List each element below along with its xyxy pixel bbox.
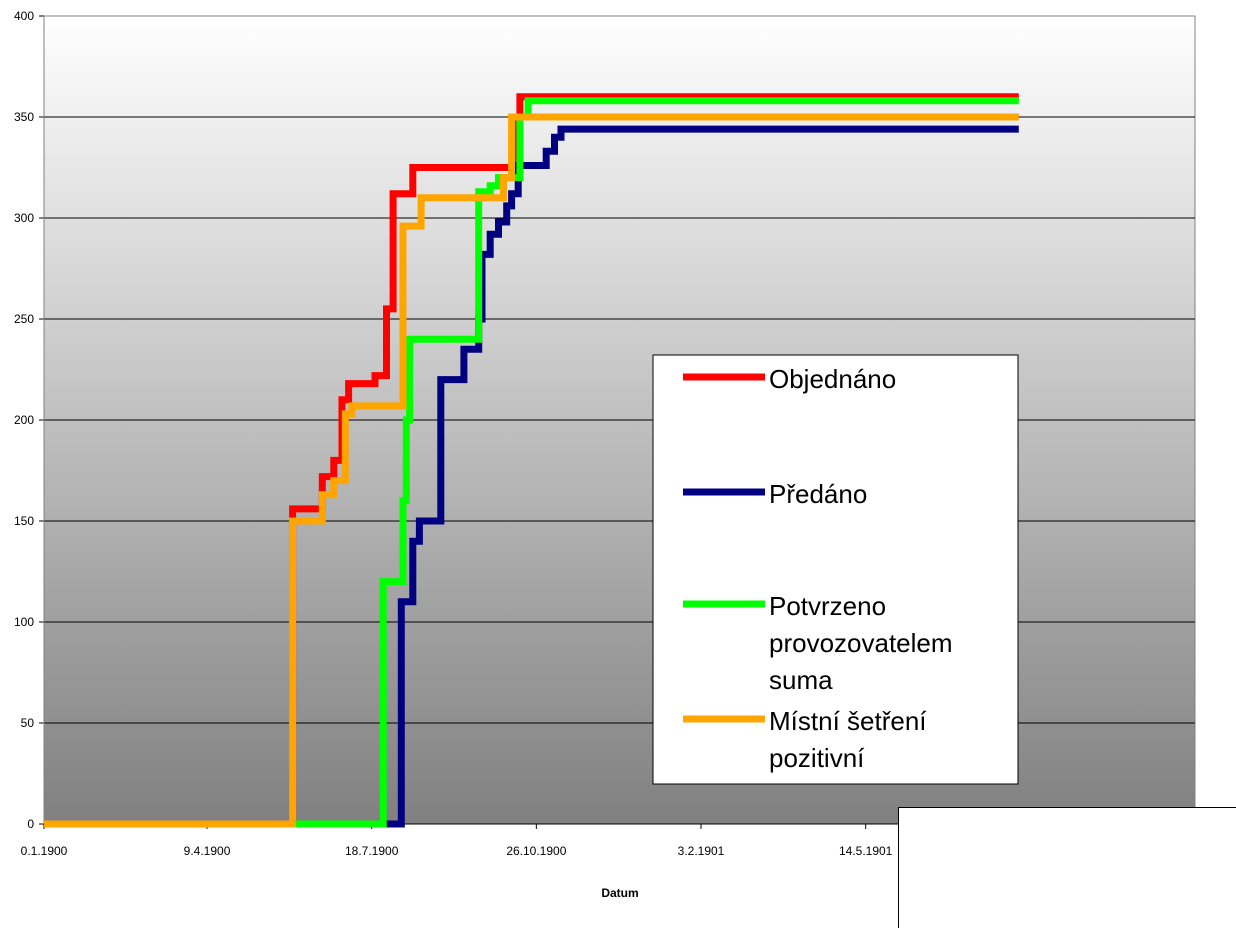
- legend-label-predano: Předáno: [769, 479, 867, 509]
- legend-box: [652, 354, 1019, 785]
- x-tick-label: 18.7.1900: [345, 844, 399, 858]
- y-tick-label: 200: [14, 413, 34, 427]
- line-chart: 0 50 100 150 200 250 300 350 400 0.1.1900 9.4.1900…: [14, 9, 1225, 900]
- legend-label-objednano: Objednáno: [769, 364, 896, 394]
- x-tick-label: 14.5.1901: [839, 844, 893, 858]
- y-tick-label: 350: [14, 110, 34, 124]
- x-tick-label: 9.4.1900: [184, 844, 231, 858]
- legend: Objednáno Předáno Potvrzeno provozovatele…: [652, 354, 1019, 785]
- side-panel-box: [898, 807, 1236, 928]
- y-tick-label: 400: [14, 9, 34, 23]
- series-layer: [44, 93, 1019, 828]
- series-line-1: [44, 125, 1019, 828]
- x-tick-label: 3.2.1901: [678, 844, 725, 858]
- y-tick-label: 0: [27, 817, 34, 831]
- series-line-3: [44, 113, 1019, 828]
- y-tick-label: 150: [14, 514, 34, 528]
- x-tick-label: 26.10.1900: [506, 844, 566, 858]
- x-axis-title: Datum: [601, 886, 638, 900]
- y-tick-label: 100: [14, 615, 34, 629]
- y-tick-label: 300: [14, 211, 34, 225]
- x-tick-label: 0.1.1900: [21, 844, 68, 858]
- series-line-2: [44, 97, 1019, 828]
- y-tick-label: 50: [21, 716, 35, 730]
- y-tick-label: 250: [14, 312, 34, 326]
- legend-label-potvrzeno: Potvrzeno provozovatelem suma: [769, 591, 953, 695]
- legend-label-mistni-setreni: Místní šetření pozitivní: [769, 706, 927, 773]
